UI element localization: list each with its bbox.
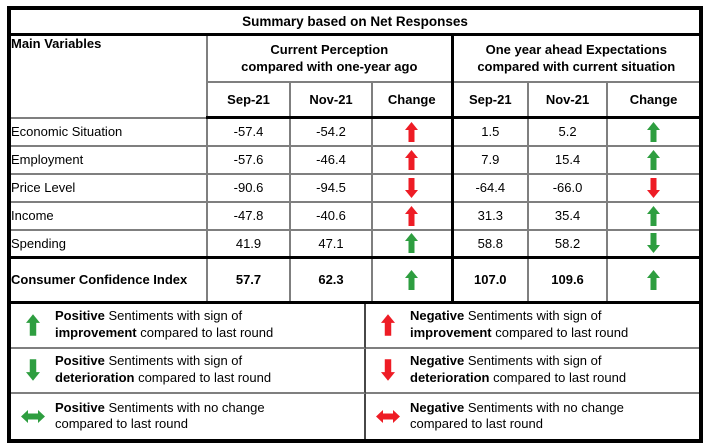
cell-cp-change [370, 228, 454, 259]
cell-ex-nov21: 5.2 [527, 116, 609, 147]
table-row: Income -47.8 -40.6 31.3 35.4 [11, 200, 700, 231]
up-arrow-icon [26, 314, 40, 336]
legend-label: Positive Sentiments with sign of improvem… [55, 308, 274, 341]
up-arrow-icon [647, 149, 661, 170]
cell-ex-nov21: 109.6 [527, 256, 609, 301]
table-row: Economic Situation -57.4 -54.2 1.5 5.2 [11, 116, 700, 147]
left-right-arrow-icon [376, 409, 400, 423]
cell-cp-change [370, 200, 454, 231]
cell-ex-nov21: 15.4 [527, 144, 609, 175]
down-arrow-icon [647, 233, 661, 254]
legend-arrow [366, 314, 410, 336]
up-arrow-icon [647, 269, 661, 290]
cell-cp-sep21: -47.8 [206, 200, 291, 231]
up-arrow-icon [405, 205, 419, 226]
cell-cp-nov21: -54.2 [289, 116, 373, 147]
column-header-cp-nov21: Nov-21 [289, 81, 373, 119]
up-arrow-icon [381, 314, 395, 336]
cell-cp-change [370, 256, 454, 301]
column-header-main-variables: Main Variables [11, 36, 208, 119]
legend-arrow [11, 314, 55, 336]
column-header-ex-nov21: Nov-21 [527, 81, 609, 119]
row-label: Economic Situation [11, 116, 208, 147]
cell-ex-change [606, 172, 700, 203]
cell-ex-nov21: 35.4 [527, 200, 609, 231]
row-label: Employment [11, 144, 208, 175]
legend-item: Negative Sentiments with sign of deterior… [366, 349, 699, 394]
row-label: Spending [11, 228, 208, 259]
cell-ex-sep21: 7.9 [450, 144, 530, 175]
down-arrow-icon [647, 177, 661, 198]
cell-ex-change [606, 116, 700, 147]
legend-label: Positive Sentiments with no change compar… [55, 399, 265, 432]
table-title: Summary based on Net Responses [11, 10, 699, 36]
legend-item: Positive Sentiments with sign of deterior… [11, 348, 366, 394]
column-group-current-perception: Current Perception compared with one-yea… [205, 36, 454, 83]
cell-cp-sep21: -90.6 [206, 172, 291, 203]
cell-ex-sep21: 1.5 [450, 116, 530, 147]
cell-cp-change [370, 144, 454, 175]
net-responses-table: Main Variables Current Perception compar… [11, 36, 700, 301]
legend-label: Positive Sentiments with sign of deterior… [55, 353, 272, 386]
legend-arrow [11, 409, 55, 423]
cell-ex-sep21: -64.4 [450, 172, 530, 203]
cell-ex-nov21: 58.2 [527, 228, 609, 259]
row-label: Consumer Confidence Index [11, 256, 208, 301]
legend-arrow [11, 359, 55, 382]
legend-arrow [366, 359, 410, 382]
cell-ex-sep21: 107.0 [450, 256, 530, 301]
cell-cp-change [370, 172, 454, 203]
legend-item: Negative Sentiments with no change compar… [366, 394, 699, 439]
cell-ex-nov21: -66.0 [527, 172, 609, 203]
column-group-one-year-ahead: One year ahead Expectations compared wit… [450, 36, 700, 83]
cell-cp-nov21: -40.6 [289, 200, 373, 231]
cell-cp-sep21: -57.4 [206, 116, 291, 147]
cell-cp-nov21: 47.1 [289, 228, 373, 259]
table-body: Economic Situation -57.4 -54.2 1.5 5.2 Employ… [11, 116, 700, 301]
down-arrow-icon [405, 177, 419, 198]
cell-cp-nov21: -94.5 [289, 172, 373, 203]
row-label: Price Level [11, 172, 208, 203]
column-header-ex-change: Change [606, 81, 700, 119]
cell-cp-nov21: 62.3 [289, 256, 373, 301]
legend-label: Negative Sentiments with sign of deterior… [410, 353, 627, 386]
up-arrow-icon [647, 121, 661, 142]
up-arrow-icon [405, 233, 419, 254]
table-row: Employment -57.6 -46.4 7.9 15.4 [11, 144, 700, 175]
legend-item: Positive Sentiments with no change compar… [11, 393, 366, 439]
column-header-cp-change: Change [370, 81, 454, 119]
cell-cp-sep21: 57.7 [206, 256, 291, 301]
up-arrow-icon [405, 149, 419, 170]
summary-table: Summary based on Net Responses Main Vari… [7, 6, 703, 443]
cell-ex-change [606, 256, 700, 301]
legend-label: Negative Sentiments with no change compar… [410, 399, 624, 432]
left-right-arrow-icon [21, 409, 45, 423]
legend-label: Negative Sentiments with sign of improvem… [410, 308, 629, 341]
column-header-ex-sep21: Sep-21 [450, 81, 530, 119]
table-row: Price Level -90.6 -94.5 -64.4 -66.0 [11, 172, 700, 203]
legend-item: Negative Sentiments with sign of improvem… [366, 304, 699, 349]
up-arrow-icon [405, 121, 419, 142]
cell-cp-sep21: -57.6 [206, 144, 291, 175]
up-arrow-icon [405, 269, 419, 290]
column-header-cp-sep21: Sep-21 [207, 81, 291, 119]
cell-cp-sep21: 41.9 [206, 228, 291, 259]
down-arrow-icon [26, 359, 40, 382]
up-arrow-icon [647, 205, 661, 226]
cell-ex-sep21: 58.8 [450, 228, 530, 259]
cell-ex-change [606, 200, 700, 231]
cell-ex-sep21: 31.3 [450, 200, 530, 231]
legend-item: Positive Sentiments with sign of improvem… [11, 303, 366, 349]
cell-cp-change [370, 116, 454, 147]
cell-ex-change [606, 228, 700, 259]
cell-ex-change [606, 144, 700, 175]
legend: Positive Sentiments with sign of improvem… [11, 300, 699, 439]
table-row: Spending 41.9 47.1 58.8 58.2 [11, 228, 700, 259]
cell-cp-nov21: -46.4 [289, 144, 373, 175]
down-arrow-icon [381, 359, 395, 382]
row-label: Income [11, 200, 208, 231]
table-row: Consumer Confidence Index 57.7 62.3 107.0 10… [11, 256, 700, 301]
legend-arrow [366, 409, 410, 423]
